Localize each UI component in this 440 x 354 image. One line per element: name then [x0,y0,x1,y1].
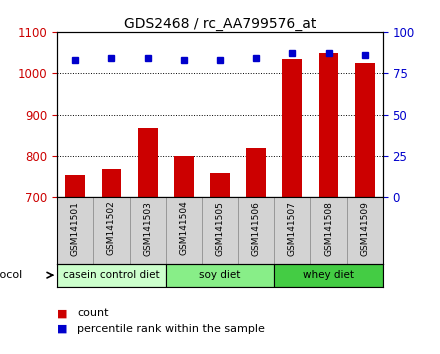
Text: ■: ■ [57,324,68,333]
Bar [202,198,238,264]
Text: GSM141508: GSM141508 [324,201,333,256]
Text: GSM141506: GSM141506 [252,201,260,256]
Text: ■: ■ [57,308,68,318]
Text: GSM141504: GSM141504 [180,201,188,256]
Bar [282,59,302,198]
Bar [311,198,347,264]
Text: casein control diet: casein control diet [63,270,160,280]
Bar [319,52,338,198]
Bar [57,264,166,287]
Bar [174,156,194,198]
Bar [210,173,230,198]
Text: GSM141509: GSM141509 [360,201,369,256]
Bar [66,175,85,198]
Text: GSM141503: GSM141503 [143,201,152,256]
Bar [102,169,121,198]
Text: protocol: protocol [0,270,22,280]
Bar [57,198,93,264]
Text: GSM141505: GSM141505 [216,201,224,256]
Bar [166,198,202,264]
Bar [238,198,274,264]
Text: GSM141501: GSM141501 [71,201,80,256]
Text: count: count [77,308,109,318]
Text: whey diet: whey diet [303,270,354,280]
Title: GDS2468 / rc_AA799576_at: GDS2468 / rc_AA799576_at [124,17,316,31]
Bar [274,198,311,264]
Bar [355,63,375,198]
Text: percentile rank within the sample: percentile rank within the sample [77,324,265,333]
Text: GSM141507: GSM141507 [288,201,297,256]
Bar [166,264,274,287]
Text: soy diet: soy diet [199,270,241,280]
Bar [347,198,383,264]
Text: GSM141502: GSM141502 [107,201,116,256]
Bar [138,128,158,198]
Bar [274,264,383,287]
Bar [129,198,166,264]
Bar [93,198,129,264]
Bar [246,148,266,198]
